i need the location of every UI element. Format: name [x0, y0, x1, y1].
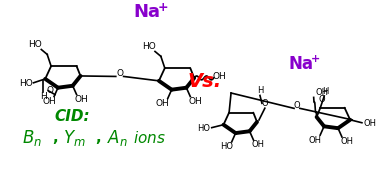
Text: HO: HO	[142, 42, 156, 51]
Text: H: H	[322, 87, 328, 95]
Text: Na: Na	[134, 3, 161, 21]
Text: OH: OH	[213, 72, 226, 81]
Text: +: +	[158, 1, 168, 14]
Text: HO: HO	[220, 142, 233, 151]
Text: HO: HO	[19, 79, 33, 88]
Text: HO: HO	[29, 40, 42, 49]
Text: OH: OH	[156, 99, 170, 108]
Text: $\it{ions}$: $\it{ions}$	[133, 130, 166, 146]
Text: OH: OH	[340, 137, 353, 146]
Text: OH: OH	[363, 119, 376, 128]
Text: OH: OH	[74, 95, 88, 104]
Text: ,: ,	[52, 130, 58, 145]
Text: OH: OH	[188, 97, 202, 106]
Text: $\it{Y}_m$: $\it{Y}_m$	[63, 128, 86, 148]
Text: ,: ,	[95, 130, 101, 145]
Text: O: O	[262, 99, 268, 108]
Text: O: O	[318, 95, 325, 104]
Text: OH: OH	[309, 136, 322, 144]
Text: OH: OH	[315, 88, 328, 97]
Text: $\it{A}_n$: $\it{A}_n$	[107, 128, 128, 148]
Text: Vs.: Vs.	[188, 72, 222, 91]
Text: H: H	[257, 86, 263, 95]
Text: HO: HO	[197, 124, 211, 133]
Text: OH: OH	[42, 97, 56, 106]
Text: CID:: CID:	[55, 109, 90, 124]
Text: O: O	[116, 69, 123, 78]
Text: O: O	[46, 86, 54, 95]
Text: O: O	[294, 101, 300, 110]
Text: Na: Na	[288, 55, 313, 73]
Text: $\it{B}_n$: $\it{B}_n$	[22, 128, 42, 148]
Text: H: H	[40, 92, 46, 101]
Text: +: +	[311, 54, 321, 64]
Text: OH: OH	[252, 141, 265, 149]
